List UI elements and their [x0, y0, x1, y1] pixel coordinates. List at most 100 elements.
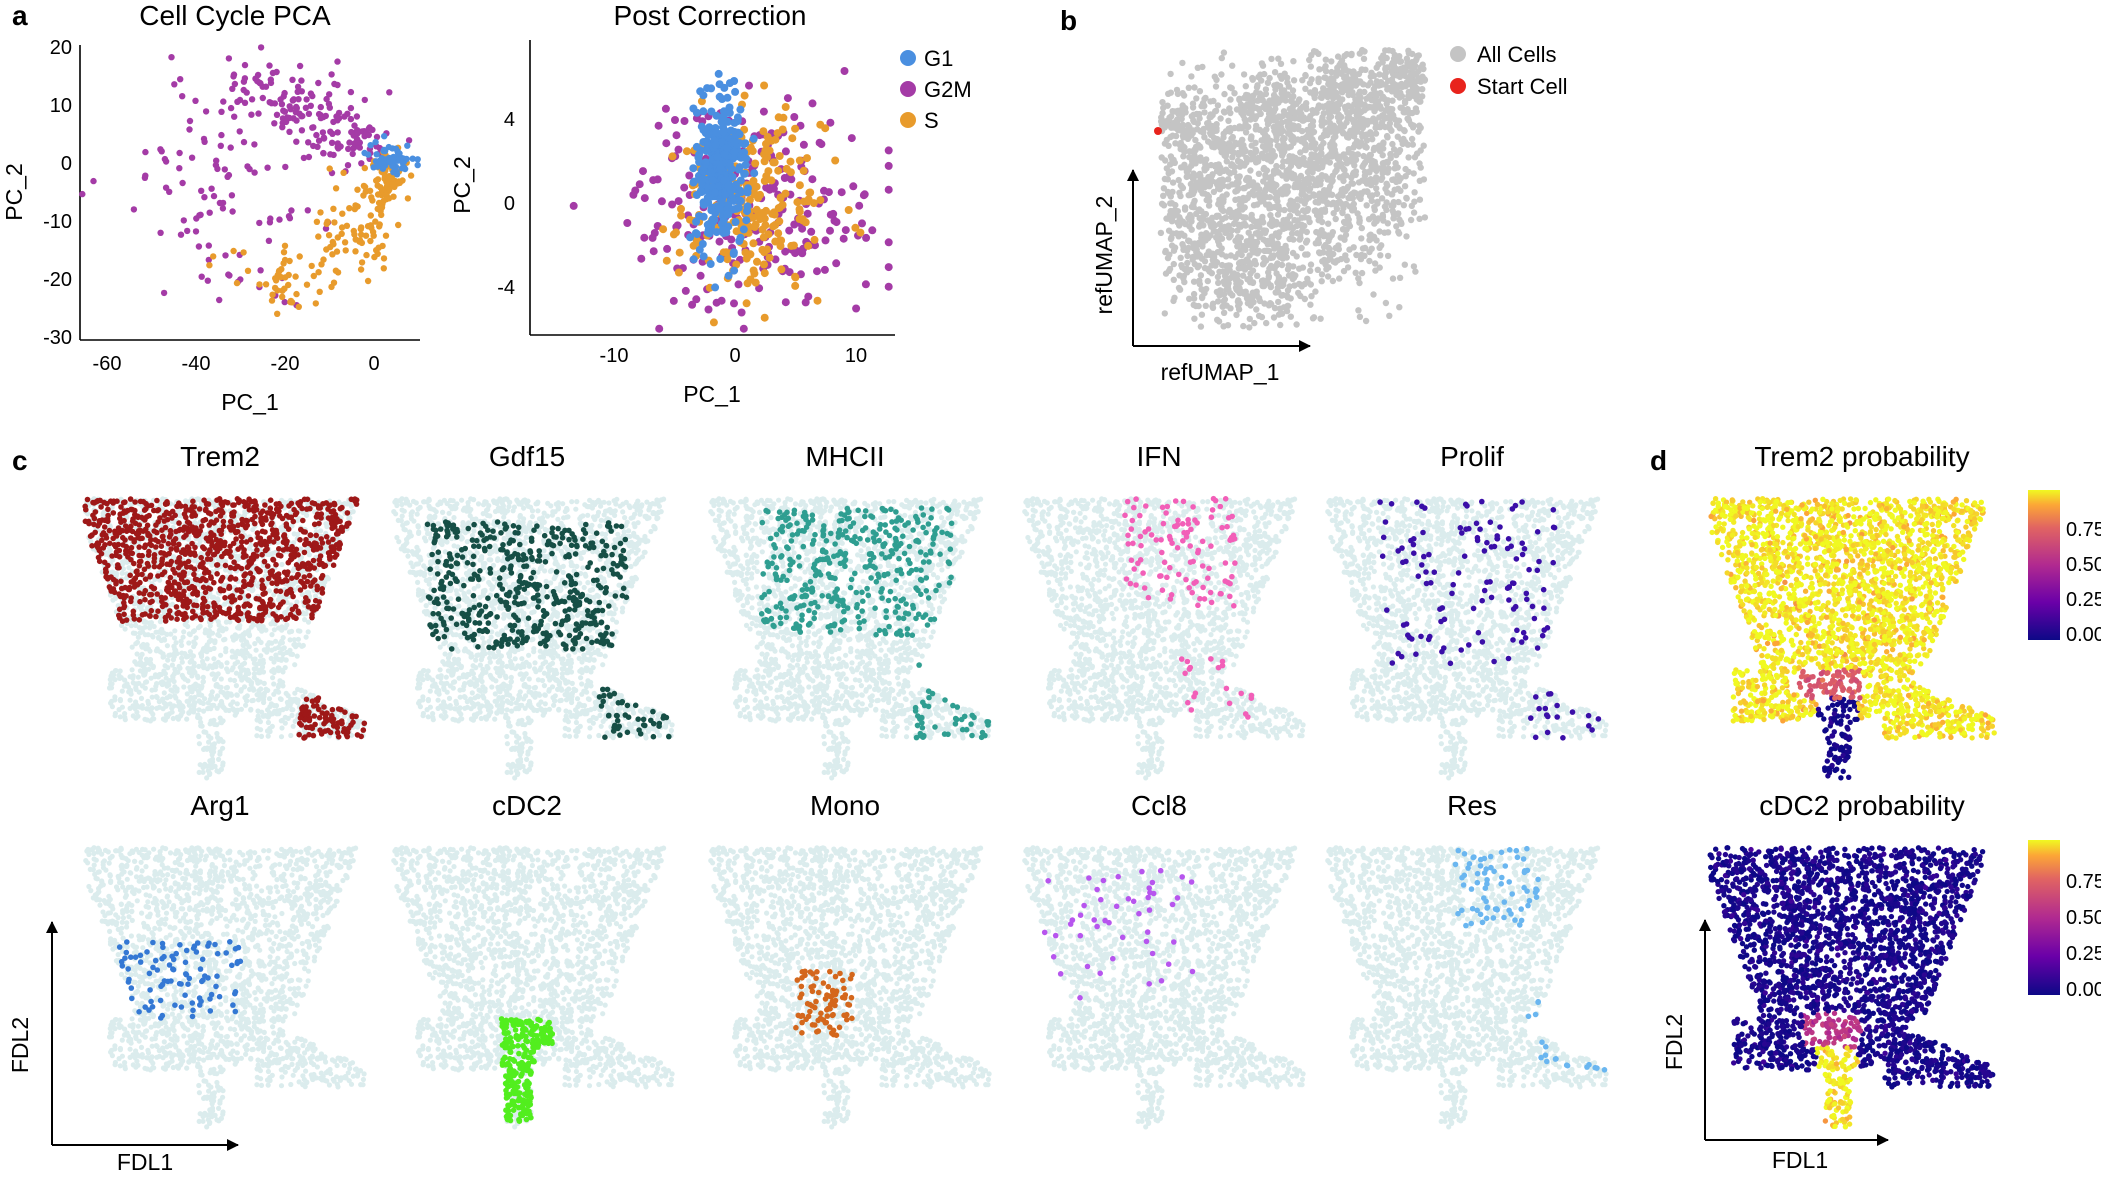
point-s	[796, 157, 804, 165]
point-g2m	[176, 165, 182, 171]
point-s	[289, 299, 295, 305]
point-g2m	[228, 105, 234, 111]
point-s	[339, 211, 345, 217]
point-g2m	[785, 227, 793, 235]
point-g2m	[348, 116, 354, 122]
point-g2m	[287, 215, 293, 221]
point-s	[327, 165, 333, 171]
point-s	[274, 311, 280, 317]
point-s	[354, 203, 360, 209]
point-s	[761, 314, 769, 322]
point-s	[761, 147, 769, 155]
point-s	[787, 242, 795, 250]
point-g2m	[255, 72, 261, 78]
point-s	[375, 206, 381, 212]
point-s	[320, 256, 326, 262]
point-s	[760, 261, 768, 269]
point-g2m	[244, 89, 250, 95]
point-s	[375, 191, 381, 197]
point-g2m	[362, 97, 368, 103]
point-g2m	[168, 54, 174, 60]
point-g1	[750, 135, 758, 143]
point-g2m	[131, 206, 137, 212]
point-s	[383, 233, 389, 239]
point-s	[787, 168, 795, 176]
point-g2m	[663, 245, 671, 253]
point-g2m	[767, 184, 775, 192]
point-g2m	[328, 71, 334, 77]
point-g2m	[336, 115, 342, 121]
point-g2m	[641, 194, 649, 202]
point-g2m	[848, 134, 856, 142]
point-g2m	[218, 132, 224, 138]
point-s	[796, 208, 804, 216]
point-s	[806, 189, 814, 197]
point-g2m	[313, 132, 319, 138]
point-s	[263, 281, 269, 287]
point-g2m	[345, 162, 351, 168]
point-g2m	[290, 97, 296, 103]
point-s	[230, 248, 236, 254]
point-g2m	[178, 232, 184, 238]
point-g2m	[205, 278, 211, 284]
point-g2m	[855, 202, 863, 210]
point-s	[791, 125, 799, 133]
point-s	[751, 160, 759, 168]
point-s	[710, 318, 718, 326]
point-g2m	[283, 119, 289, 125]
point-g2m	[226, 172, 232, 178]
point-s	[363, 188, 369, 194]
pca-ytick: -20	[43, 269, 72, 291]
point-s	[346, 205, 352, 211]
point-s	[256, 281, 262, 287]
point-s	[340, 170, 346, 176]
point-g2m	[315, 80, 321, 86]
point-s	[851, 224, 859, 232]
point-g2m	[885, 283, 893, 291]
point-g2m	[256, 80, 262, 86]
point-s	[814, 297, 822, 305]
point-g2m	[181, 217, 187, 223]
point-g2m	[735, 280, 743, 288]
point-g1	[380, 148, 386, 154]
point-g2m	[241, 139, 247, 145]
point-g2m	[295, 96, 301, 102]
point-g2m	[885, 146, 893, 154]
point-s	[804, 242, 812, 250]
point-g2m	[248, 112, 254, 118]
point-g2m	[316, 138, 322, 144]
point-g2m	[802, 298, 810, 306]
point-g2m	[639, 167, 647, 175]
point-g2m	[161, 290, 167, 296]
point-g2m	[320, 150, 326, 156]
point-g1	[361, 150, 367, 156]
point-g2m	[171, 81, 177, 87]
point-g2m	[640, 234, 648, 242]
point-g2m	[281, 93, 287, 99]
point-g2m	[79, 191, 85, 197]
point-s	[359, 259, 365, 265]
point-s	[333, 268, 339, 274]
point-s	[309, 263, 315, 269]
point-g2m	[222, 166, 228, 172]
point-g2m	[842, 226, 850, 234]
point-s	[365, 278, 371, 284]
point-g2m	[655, 122, 663, 130]
point-g2m	[258, 44, 264, 50]
point-s	[342, 239, 348, 245]
point-g2m	[271, 120, 277, 126]
point-g2m	[199, 274, 205, 280]
point-g2m	[329, 131, 335, 137]
point-s	[293, 291, 299, 297]
point-s	[791, 273, 799, 281]
point-s	[380, 198, 386, 204]
point-s	[395, 222, 401, 228]
point-s	[775, 217, 783, 225]
point-s	[743, 299, 751, 307]
point-g2m	[355, 130, 361, 136]
point-g2m	[797, 248, 805, 256]
point-g2m	[366, 132, 372, 138]
point-s	[760, 233, 768, 241]
point-g1	[415, 156, 421, 162]
point-s	[803, 154, 811, 162]
